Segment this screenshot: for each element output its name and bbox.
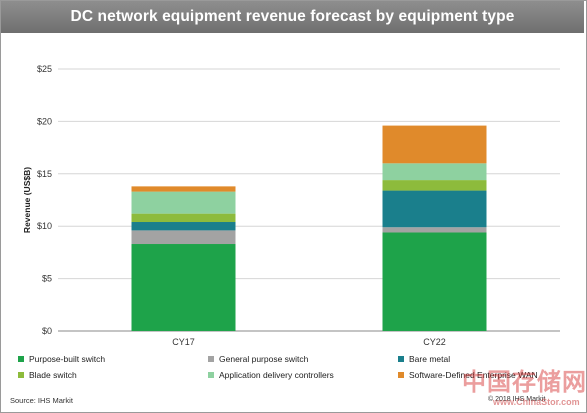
legend-label: Software-Defined Enterprise WAN: [409, 370, 538, 380]
legend-item: Purpose-built switch: [10, 354, 200, 364]
chart-title: DC network equipment revenue forecast by…: [1, 1, 584, 33]
bar-segment: [382, 125, 487, 164]
x-tick-label: CY17: [172, 337, 195, 347]
bar-segment: [382, 232, 487, 331]
watermark-logo: 中国存储网: [462, 368, 587, 396]
legend-item: Software-Defined Enterprise WAN: [390, 370, 580, 380]
bar-segment: [382, 163, 487, 181]
legend-swatch: [18, 372, 24, 378]
legend-swatch: [18, 356, 24, 362]
legend-label: Application delivery controllers: [219, 370, 334, 380]
legend-label: Purpose-built switch: [29, 354, 106, 364]
bar-segment: [131, 230, 236, 245]
y-tick-label: $15: [37, 169, 52, 179]
watermark-url: www.ChinaStor.com: [493, 397, 580, 407]
bar-segment: [131, 186, 236, 192]
bar-segment: [131, 244, 236, 331]
chart-legend: Purpose-built switch General purpose swit…: [10, 354, 580, 380]
bar-segment: [382, 227, 487, 233]
legend-swatch: [208, 356, 214, 362]
legend-swatch: [398, 372, 404, 378]
legend-swatch: [398, 356, 404, 362]
y-tick-label: $20: [37, 116, 52, 126]
bar-segment: [131, 213, 236, 223]
bar-segment: [131, 222, 236, 231]
bar-segment: [382, 180, 487, 191]
legend-swatch: [208, 372, 214, 378]
x-tick-label: CY22: [423, 337, 446, 347]
y-tick-label: $5: [42, 274, 52, 284]
legend-item: Blade switch: [10, 370, 200, 380]
y-tick-label: $25: [37, 64, 52, 74]
source-note: Source: IHS Markit: [10, 396, 73, 405]
legend-label: General purpose switch: [219, 354, 309, 364]
y-tick-label: $10: [37, 221, 52, 231]
legend-label: Blade switch: [29, 370, 77, 380]
bar-segment: [131, 191, 236, 214]
bar-segment: [382, 190, 487, 228]
legend-item: Bare metal: [390, 354, 580, 364]
legend-item: General purpose switch: [200, 354, 390, 364]
y-tick-label: $0: [42, 326, 52, 336]
legend-label: Bare metal: [409, 354, 451, 364]
legend-item: Application delivery controllers: [200, 370, 390, 380]
copyright-note: © 2018 IHS Markit: [488, 396, 546, 403]
y-axis-label: Revenue (US$B): [22, 167, 32, 233]
